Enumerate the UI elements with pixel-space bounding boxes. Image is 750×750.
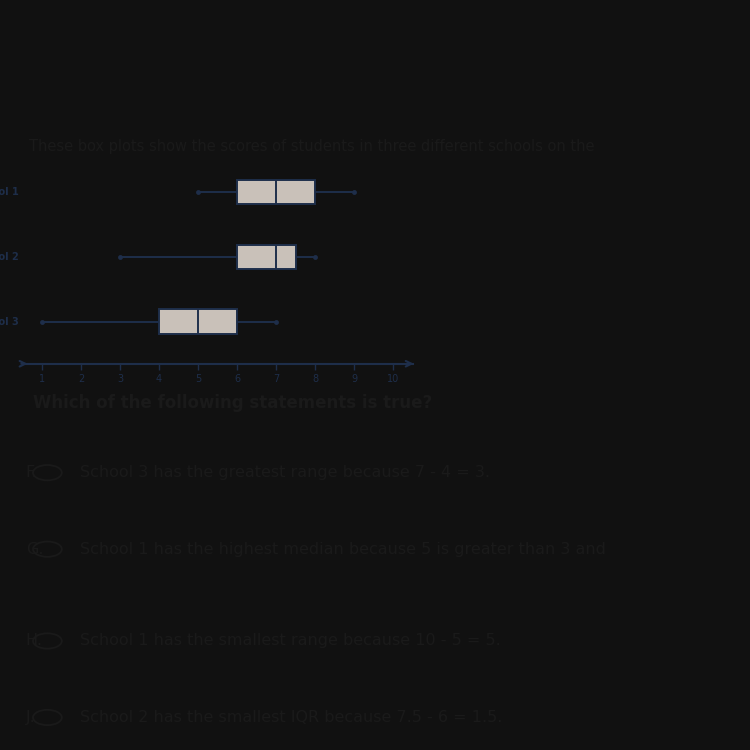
Text: School 3: School 3: [0, 316, 19, 327]
Text: School 2 has the smallest IQR because 7.5 - 6 = 1.5.: School 2 has the smallest IQR because 7.…: [80, 710, 503, 725]
Bar: [237, 244, 296, 269]
Text: School 3 has the greatest range because 7 - 4 = 3.: School 3 has the greatest range because …: [80, 465, 490, 480]
Bar: [237, 180, 315, 205]
Text: School 1 has the smallest range because 10 - 5 = 5.: School 1 has the smallest range because …: [80, 634, 500, 649]
Text: J.: J.: [26, 710, 35, 725]
Text: These box plots show the scores of students in three different schools on the: These box plots show the scores of stude…: [29, 139, 595, 154]
Bar: [159, 309, 237, 334]
Text: H.: H.: [26, 634, 43, 649]
Text: School 1: School 1: [0, 187, 19, 197]
Text: G.: G.: [26, 542, 44, 556]
Text: School 1 has the highest median because 5 is greater than 3 and: School 1 has the highest median because …: [80, 542, 606, 556]
Text: School 2: School 2: [0, 252, 19, 262]
Text: Which of the following statements is true?: Which of the following statements is tru…: [33, 394, 432, 412]
Text: F.: F.: [26, 465, 38, 480]
